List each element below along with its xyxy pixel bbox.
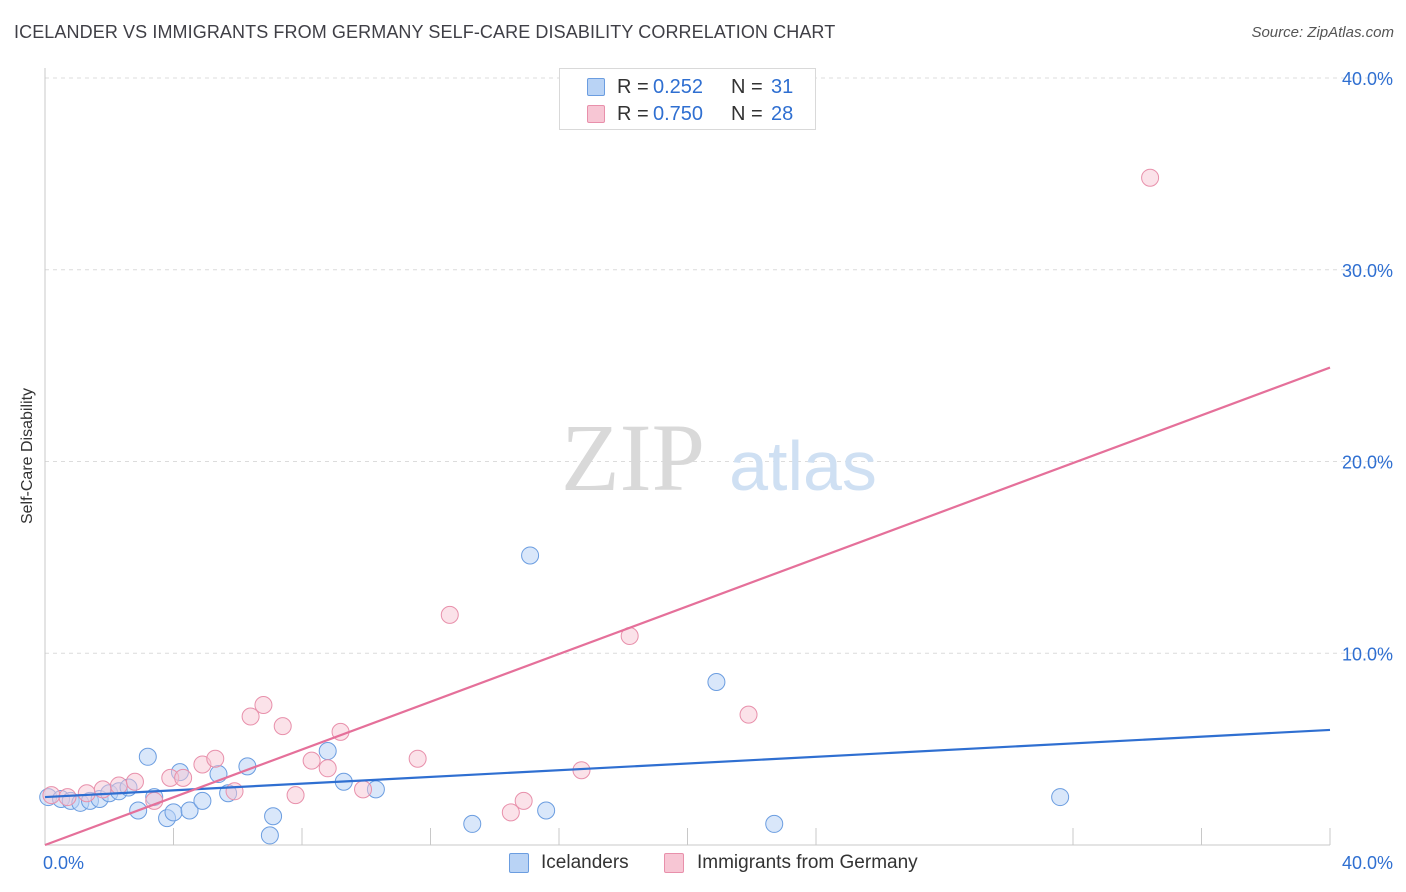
watermark: ZIP atlas: [561, 404, 877, 511]
tick-labels: 10.0% 20.0% 30.0% 40.0% 0.0% 40.0%: [43, 69, 1393, 873]
stats-r-value: 0.750: [653, 102, 704, 125]
icelander-point: [180, 801, 199, 820]
y-tick-label: 20.0%: [1342, 453, 1393, 473]
icelander-point: [138, 747, 157, 766]
stats-swatch-icelanders: [587, 78, 605, 96]
icelander-point: [765, 814, 784, 833]
icelander-point: [707, 673, 726, 692]
germany-point: [302, 751, 321, 770]
legend-swatch-germany: [664, 853, 684, 873]
germany-point: [125, 772, 144, 791]
icelander-point: [537, 801, 556, 820]
x-tick-label: 40.0%: [1342, 853, 1393, 873]
icelander-point: [260, 826, 279, 845]
germany-point: [273, 717, 292, 736]
chart-title: ICELANDER VS IMMIGRANTS FROM GERMANY SEL…: [14, 22, 836, 42]
grid-lines: [45, 77, 1392, 654]
x-tick-label: 0.0%: [43, 853, 84, 873]
y-tick-label: 10.0%: [1342, 644, 1393, 664]
germany-point: [440, 605, 459, 624]
germany-point: [318, 759, 337, 778]
icelander-point: [463, 814, 482, 833]
watermark-atlas: atlas: [729, 427, 877, 505]
stats-n-label: N =: [731, 102, 763, 125]
stats-n-value: 28: [771, 102, 794, 125]
stats-n-value: 31: [771, 75, 794, 98]
data-points: [39, 168, 1160, 845]
germany-point: [514, 791, 533, 810]
germany-point: [354, 780, 373, 799]
icelander-point: [193, 791, 212, 810]
germany-point: [109, 776, 128, 795]
germany-point: [77, 784, 96, 803]
germany-point: [206, 749, 225, 768]
icelander-point: [521, 546, 540, 565]
germany-point: [241, 707, 260, 726]
germany-point: [739, 705, 758, 724]
icelander-point: [1051, 788, 1070, 807]
y-tick-label: 30.0%: [1342, 261, 1393, 281]
stats-n-label: N =: [731, 75, 763, 98]
icelander-point: [264, 807, 283, 826]
icelander-point: [318, 742, 337, 761]
stats-r-label: R =: [617, 75, 649, 98]
germany-point: [408, 749, 427, 768]
y-tick-label: 40.0%: [1342, 69, 1393, 89]
germany-point: [42, 786, 61, 805]
germany-trend-line: [44, 366, 1331, 847]
icelander-point: [164, 803, 183, 822]
stats-swatch-germany: [587, 105, 605, 123]
germany-point: [1141, 168, 1160, 187]
watermark-zip: ZIP: [561, 404, 705, 511]
source-credit: Source: ZipAtlas.com: [1251, 24, 1394, 41]
stats-r-value: 0.252: [653, 75, 704, 98]
legend-label-icelanders: Icelanders: [541, 852, 629, 873]
icelander-trend-line: [44, 728, 1331, 799]
trend-lines: [44, 366, 1331, 847]
legend-swatch-icelanders: [509, 853, 529, 873]
stats-r-label: R =: [617, 102, 649, 125]
germany-point: [286, 786, 305, 805]
stats-box: R = 0.252 N = 31 R = 0.750 N = 28: [559, 68, 816, 130]
germany-point: [254, 696, 273, 715]
legend-label-germany: Immigrants from Germany: [697, 852, 918, 873]
germany-point: [225, 782, 244, 801]
germany-point: [174, 768, 193, 787]
axes: [44, 68, 1331, 846]
germany-point: [501, 803, 520, 822]
